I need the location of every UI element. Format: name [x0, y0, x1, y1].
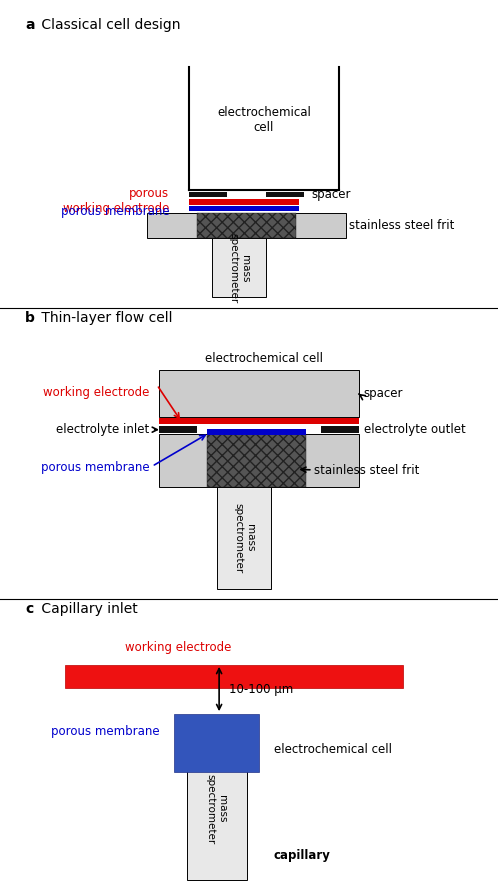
Text: electrochemical cell: electrochemical cell — [205, 352, 323, 365]
Text: Thin-layer flow cell: Thin-layer flow cell — [37, 310, 173, 325]
Text: electrochemical
cell: electrochemical cell — [217, 105, 311, 134]
Bar — [65, 665, 403, 688]
Bar — [212, 237, 266, 297]
Text: c: c — [25, 602, 33, 615]
Bar — [174, 714, 259, 772]
Text: porous membrane: porous membrane — [51, 725, 159, 738]
Text: capillary: capillary — [274, 849, 331, 862]
Text: working electrode: working electrode — [43, 385, 149, 399]
Text: electrolyte inlet: electrolyte inlet — [56, 423, 149, 436]
Bar — [189, 199, 299, 205]
Text: stainless steel frit: stainless steel frit — [349, 219, 454, 232]
Text: electrolyte outlet: electrolyte outlet — [364, 423, 465, 436]
Text: 10-100 μm: 10-100 μm — [229, 682, 293, 696]
Bar — [159, 434, 359, 487]
Text: mass
spectrometer: mass spectrometer — [206, 773, 228, 844]
Bar — [189, 206, 299, 211]
Bar — [189, 192, 227, 197]
Bar — [217, 487, 271, 589]
Bar — [266, 192, 304, 197]
Text: porous
working electrode: porous working electrode — [63, 187, 169, 215]
Bar — [187, 734, 247, 880]
Text: Classical cell design: Classical cell design — [37, 18, 181, 31]
Bar — [159, 417, 359, 424]
Text: electrochemical cell: electrochemical cell — [274, 742, 392, 756]
Text: b: b — [25, 310, 35, 325]
Bar — [207, 428, 306, 435]
Text: Capillary inlet: Capillary inlet — [37, 602, 138, 615]
Bar — [159, 370, 359, 417]
Text: porous membrane: porous membrane — [61, 205, 169, 218]
Text: spacer: spacer — [311, 187, 351, 201]
Text: stainless steel frit: stainless steel frit — [314, 464, 419, 477]
Text: porous membrane: porous membrane — [41, 461, 149, 475]
Text: working electrode: working electrode — [124, 641, 231, 655]
Text: a: a — [25, 18, 34, 31]
Text: spacer: spacer — [364, 387, 403, 400]
Bar — [197, 213, 296, 237]
Bar — [321, 426, 359, 433]
Bar — [147, 213, 346, 237]
Text: mass
spectrometer: mass spectrometer — [228, 233, 250, 303]
Bar — [159, 426, 197, 433]
Text: mass
spectrometer: mass spectrometer — [233, 503, 255, 573]
Bar — [207, 434, 306, 487]
